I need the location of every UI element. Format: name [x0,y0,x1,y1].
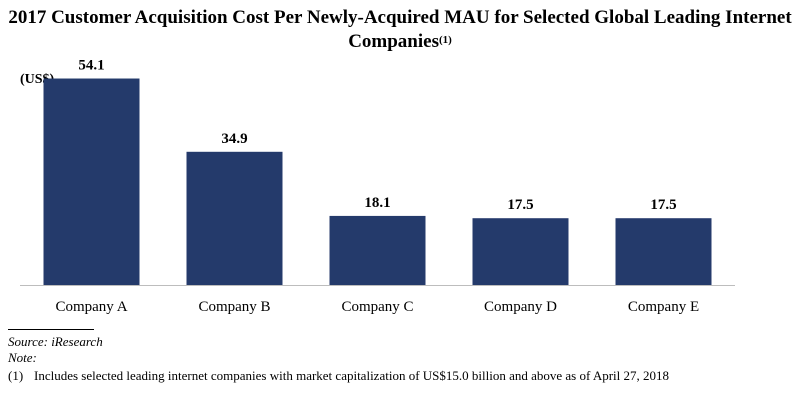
category-label-company-a: Company A [55,299,127,315]
category-label-company-d: Company D [484,299,557,315]
title-footnote-marker: (1) [438,34,452,46]
value-label-company-d: 17.5 [507,197,533,213]
value-label-company-a: 54.1 [78,58,104,74]
bar-company-a [43,78,140,285]
bar-company-b [186,151,283,285]
bar-company-c [329,215,426,285]
footnote: (1) Includes selected leading internet co… [8,368,669,384]
chart-title-text: 2017 Customer Acquisition Cost Per Newly… [8,7,792,52]
footnote-text: Includes selected leading internet compa… [34,368,670,383]
bar-company-d [472,218,569,285]
source-divider [8,329,94,330]
value-labels-group: 54.1 34.9 18.1 17.5 17.5 [78,58,676,214]
category-label-company-e: Company E [628,299,699,315]
category-labels-group: Company A Company B Company C Company D Comp… [55,299,699,315]
value-label-company-e: 17.5 [650,197,676,213]
category-label-company-b: Company B [198,299,270,315]
chart-title: 2017 Customer Acquisition Cost Per Newly… [0,6,800,54]
footnote-number: (1) [8,368,24,383]
value-label-company-c: 18.1 [364,195,390,211]
category-label-company-c: Company C [341,299,413,315]
value-label-company-b: 34.9 [221,131,247,147]
bars-group [43,78,712,285]
bar-company-e [615,218,712,285]
source-text: Source: iResearch [8,334,103,349]
note-label: Note: [8,350,37,365]
